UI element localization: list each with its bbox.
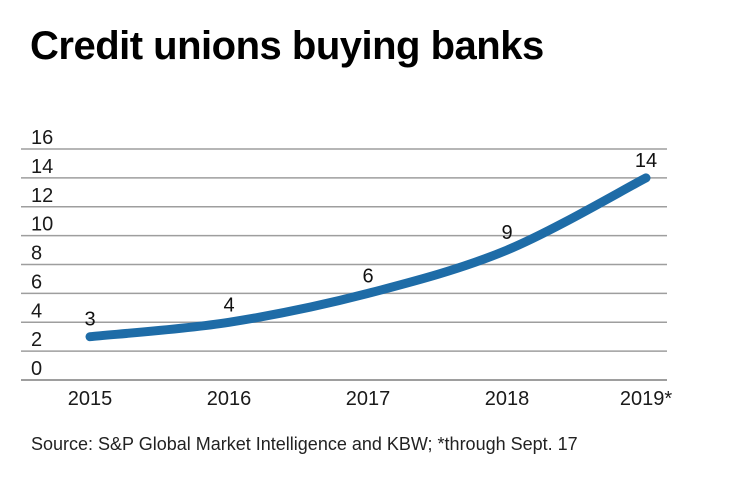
x-axis-tick-label: 2018 (485, 388, 530, 410)
data-point-label: 3 (84, 309, 95, 331)
y-axis-tick-label: 2 (31, 329, 42, 351)
y-axis-tick-label: 14 (31, 156, 53, 178)
y-axis-tick-label: 16 (31, 127, 53, 149)
x-axis-tick-label: 2017 (346, 388, 391, 410)
trend-line (85, 173, 651, 342)
data-point-label: 14 (635, 150, 657, 172)
y-axis-tick-label: 8 (31, 243, 42, 265)
source-note: Source: S&P Global Market Intelligence a… (31, 434, 578, 454)
x-axis-tick-label: 2019* (620, 388, 672, 410)
data-point-label: 9 (501, 222, 512, 244)
x-axis-tick-label: 2015 (68, 388, 113, 410)
y-axis-tick-label: 6 (31, 271, 42, 293)
y-axis-tick-label: 0 (31, 358, 42, 380)
data-point-label: 6 (362, 265, 373, 287)
x-axis-tick-label: 2016 (207, 388, 252, 410)
data-point-label: 4 (223, 294, 234, 316)
y-axis-tick-label: 12 (31, 185, 53, 207)
chart-title: Credit unions buying banks (30, 24, 544, 68)
y-axis-tick-label: 10 (31, 214, 53, 236)
y-axis-tick-label: 4 (31, 300, 42, 322)
